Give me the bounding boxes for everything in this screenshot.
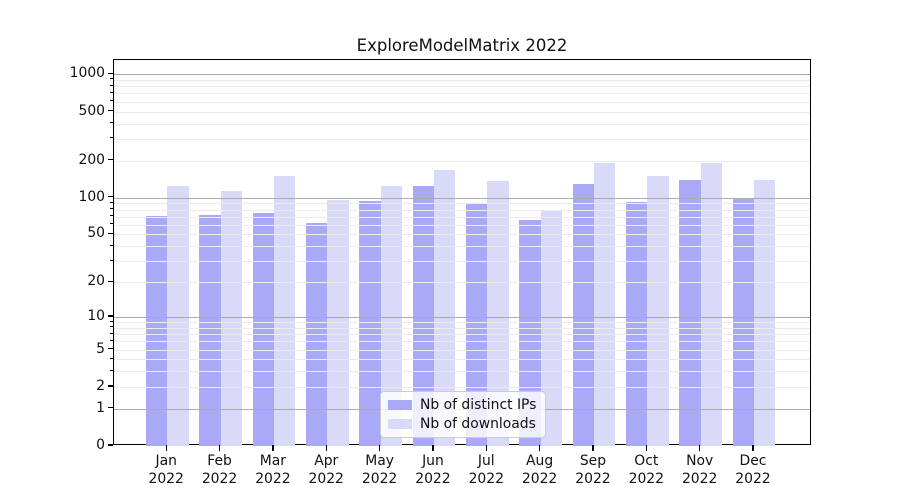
- y-minor-tick-mark: [110, 110, 113, 112]
- y-minor-tick-mark: [110, 320, 113, 322]
- legend-row-distinct-ips: Nb of distinct IPs: [388, 397, 536, 413]
- bar-downloads: [327, 200, 349, 446]
- y-tick-label: 1000: [69, 65, 105, 82]
- y-minor-tick-mark: [110, 244, 113, 246]
- y-minor-tick-mark: [110, 100, 113, 102]
- x-tick-mark: [592, 445, 594, 451]
- x-tick-label: Nov 2022: [681, 453, 718, 487]
- y-tick-mark: [107, 315, 113, 317]
- bar-downloads: [380, 185, 402, 446]
- bar-distinct-ips: [252, 213, 274, 446]
- y-minor-tick-mark: [110, 369, 113, 371]
- legend: Nb of distinct IPs Nb of downloads: [380, 391, 547, 438]
- y-tick-label: 20: [87, 273, 105, 290]
- y-tick-label: 500: [78, 102, 105, 119]
- y-tick-mark: [107, 72, 113, 74]
- y-minor-tick-mark: [110, 84, 113, 86]
- y-minor-tick-mark: [110, 215, 113, 217]
- bar-distinct-ips: [465, 203, 488, 446]
- y-tick-label: 10: [87, 307, 105, 324]
- x-tick-mark: [378, 445, 381, 451]
- bar-distinct-ips: [359, 201, 381, 446]
- y-tick-label: 2: [96, 377, 105, 394]
- y-minor-tick-mark: [110, 232, 113, 234]
- y-minor-tick-mark: [110, 122, 113, 124]
- legend-label-downloads: Nb of downloads: [420, 416, 536, 432]
- bar-distinct-ips: [412, 185, 434, 446]
- legend-label-distinct-ips: Nb of distinct IPs: [420, 397, 537, 413]
- bar-downloads: [273, 176, 296, 446]
- bar-downloads: [433, 170, 456, 446]
- bar-downloads: [647, 176, 669, 446]
- y-tick-mark: [107, 444, 113, 446]
- x-tick-mark: [485, 445, 487, 451]
- x-tick-mark: [272, 445, 274, 451]
- x-tick-mark: [325, 445, 327, 451]
- y-tick-mark: [107, 196, 113, 198]
- x-tick-mark: [218, 445, 221, 451]
- y-minor-tick-mark: [110, 280, 113, 282]
- x-tick-label: Mar 2022: [255, 453, 291, 487]
- y-tick-label: 50: [87, 225, 105, 242]
- y-minor-tick-mark: [110, 357, 113, 359]
- bar-downloads: [167, 185, 189, 446]
- x-tick-label: Aug 2022: [521, 453, 558, 487]
- y-tick-label: 1: [96, 399, 105, 416]
- legend-swatch-downloads-icon: [388, 419, 412, 429]
- bar-distinct-ips: [199, 215, 221, 446]
- bar-distinct-ips: [732, 198, 754, 446]
- y-tick-label: 0: [96, 437, 105, 453]
- y-minor-tick-mark: [110, 259, 113, 261]
- bar-distinct-ips: [625, 201, 648, 446]
- x-tick-label: Jul 2022: [468, 453, 504, 487]
- x-tick-label: Feb 2022: [201, 453, 238, 487]
- y-tick-label: 5: [96, 340, 105, 357]
- bar-distinct-ips: [145, 215, 168, 446]
- x-tick-label: May 2022: [361, 453, 398, 487]
- y-minor-tick-mark: [110, 208, 113, 210]
- x-tick-mark: [538, 445, 541, 451]
- y-minor-tick-mark: [110, 91, 113, 93]
- bar-distinct-ips: [679, 179, 701, 446]
- y-tick-mark: [107, 407, 113, 409]
- legend-row-downloads: Nb of downloads: [388, 416, 536, 432]
- x-tick-label: Apr 2022: [308, 453, 344, 487]
- x-tick-label: Sep 2022: [575, 453, 611, 487]
- bar-distinct-ips: [305, 223, 328, 446]
- bar-downloads: [220, 190, 242, 446]
- y-minor-tick-mark: [110, 339, 113, 341]
- y-minor-tick-mark: [110, 348, 113, 350]
- x-tick-mark: [432, 445, 434, 451]
- plot-area: Nb of distinct IPs Nb of downloads: [113, 59, 811, 446]
- y-minor-tick-mark: [110, 78, 113, 80]
- y-minor-tick-mark: [110, 332, 113, 334]
- y-minor-tick-mark: [110, 385, 113, 387]
- x-tick-label: Dec 2022: [735, 453, 771, 487]
- bar-downloads: [753, 180, 776, 446]
- chart-title: ExploreModelMatrix 2022: [356, 36, 568, 55]
- y-minor-tick-mark: [110, 223, 113, 225]
- x-tick-mark: [165, 445, 167, 451]
- bar-layer: [114, 60, 810, 446]
- bar-distinct-ips: [572, 183, 594, 446]
- x-tick-label: Jun 2022: [415, 453, 451, 487]
- bar-downloads: [593, 163, 616, 446]
- y-minor-tick-mark: [110, 326, 113, 328]
- bar-distinct-ips: [519, 219, 541, 446]
- y-tick-label: 200: [78, 151, 105, 168]
- x-tick-label: Oct 2022: [628, 453, 664, 487]
- x-tick-mark: [698, 445, 701, 451]
- y-minor-tick-mark: [110, 201, 113, 203]
- bar-downloads: [700, 162, 722, 446]
- x-tick-mark: [645, 445, 647, 451]
- x-tick-label: Jan 2022: [148, 453, 184, 487]
- y-tick-label: 100: [78, 188, 105, 205]
- y-minor-tick-mark: [110, 159, 113, 161]
- y-minor-tick-mark: [110, 137, 113, 139]
- legend-swatch-distinct-ips-icon: [388, 400, 412, 410]
- x-tick-mark: [752, 445, 754, 451]
